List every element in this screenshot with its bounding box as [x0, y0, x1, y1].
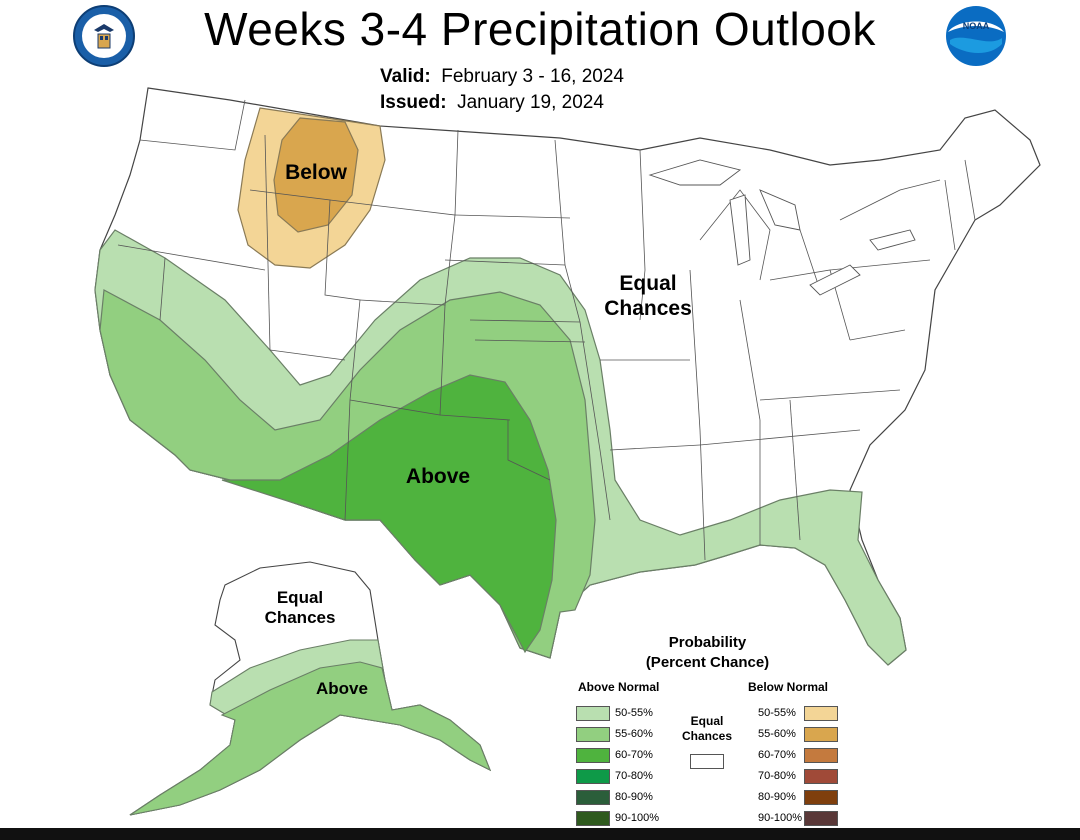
valid-value: February 3 - 16, 2024 — [441, 66, 624, 87]
legend-above-label-5: 90-100% — [615, 812, 660, 824]
alaska-equal-line1: Equal — [276, 588, 324, 607]
alaska-equal-line2: Chances — [264, 608, 336, 628]
legend-above-swatch-0 — [576, 706, 610, 721]
legend-below-swatch-4 — [804, 790, 838, 805]
above-label: Above — [405, 465, 471, 488]
noaa-logo-text: NOAA — [963, 21, 990, 31]
legend-title-line2: (Percent Chance) — [645, 653, 770, 671]
legend-above-label-4: 80-90% — [615, 791, 653, 803]
legend-above-swatch-4 — [576, 790, 610, 805]
legend-title-line1: Probability — [668, 634, 747, 651]
state-boundaries — [117, 99, 976, 561]
above-60-70-region — [221, 374, 557, 654]
legend-above-swatch-3 — [576, 769, 610, 784]
legend-above-swatch-5 — [576, 811, 610, 826]
below-label: Below — [285, 161, 347, 184]
below-55-60-region — [273, 117, 359, 233]
legend-equal-chances-label: Equal Chances — [674, 714, 740, 744]
issued-date: Issued: January 19, 2024 — [380, 92, 604, 114]
legend-above-label-0: 50-55% — [615, 707, 653, 719]
legend-equal-line1: Equal — [690, 714, 724, 728]
legend-below-swatch-1 — [804, 727, 838, 742]
legend-title: Probability (Percent Chance) — [600, 633, 815, 672]
issued-label: Issued: — [380, 92, 447, 113]
alaska-map — [129, 561, 492, 816]
legend-below-label-0: 50-55% — [758, 707, 796, 719]
issued-value: January 19, 2024 — [457, 92, 604, 113]
legend-equal-line2: Chances — [681, 729, 733, 743]
alaska-equal-chances-label: Equal Chances — [250, 588, 350, 629]
bottom-border-bar — [0, 828, 1080, 840]
great-lakes — [648, 159, 916, 296]
legend-below-label-5: 90-100% — [758, 812, 803, 824]
page-title: Weeks 3-4 Precipitation Outlook — [204, 3, 876, 55]
alaska-above-label: Above — [316, 679, 368, 698]
legend-below-swatch-5 — [804, 811, 838, 826]
noaa-logo: NOAA — [946, 6, 1006, 66]
valid-label: Valid: — [380, 66, 431, 87]
valid-dates: Valid: February 3 - 16, 2024 — [380, 66, 624, 88]
legend-below-label-4: 80-90% — [758, 791, 796, 803]
equal-chances-label: Equal Chances — [586, 271, 710, 321]
legend-equal-chances-swatch — [690, 754, 724, 769]
legend-below-header: Below Normal — [748, 680, 829, 694]
legend-below-swatch-2 — [804, 748, 838, 763]
legend-below-swatch-3 — [804, 769, 838, 784]
legend-below-label-2: 60-70% — [758, 749, 796, 761]
legend-above-label-1: 55-60% — [615, 728, 653, 740]
legend-above-label-3: 70-80% — [615, 770, 653, 782]
legend-below-swatch-0 — [804, 706, 838, 721]
commerce-seal-logo — [73, 5, 135, 67]
legend-above-swatch-1 — [576, 727, 610, 742]
legend-below-label-1: 55-60% — [758, 728, 796, 740]
legend-above-swatch-2 — [576, 748, 610, 763]
legend-above-header: Above Normal — [578, 680, 660, 694]
alaska-above-55-60 — [129, 661, 492, 816]
legend-above-label-2: 60-70% — [615, 749, 653, 761]
equal-chances-label-line2: Chances — [604, 297, 692, 321]
legend-below-label-3: 70-80% — [758, 770, 796, 782]
equal-chances-label-line1: Equal — [619, 272, 677, 295]
